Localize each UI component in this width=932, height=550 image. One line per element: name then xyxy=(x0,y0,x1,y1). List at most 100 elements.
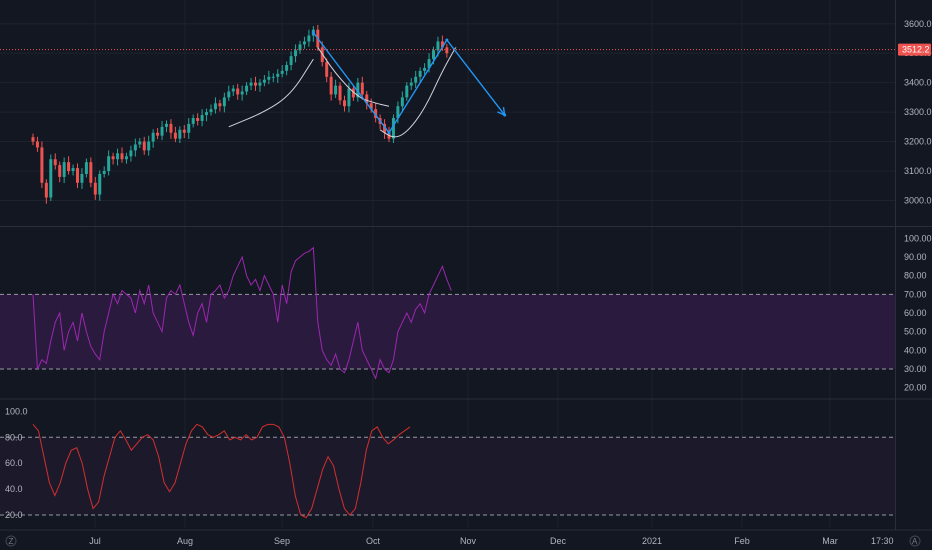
candle-body xyxy=(436,41,440,51)
candle-body xyxy=(325,62,329,77)
rsi-tick-label: 70.00 xyxy=(904,289,927,299)
time-tick-label: Sep xyxy=(274,536,290,546)
zoom-icon: Z xyxy=(9,537,14,546)
candle-body xyxy=(102,171,106,174)
candle xyxy=(289,51,293,71)
candle xyxy=(213,97,217,114)
candle-body xyxy=(262,79,266,83)
price-tick-label: 3400.0 xyxy=(904,78,932,88)
candle-body xyxy=(440,41,444,48)
candle-body xyxy=(156,132,160,136)
candle-body xyxy=(62,162,66,177)
candle xyxy=(351,85,355,101)
drawing-curves[interactable] xyxy=(228,47,457,138)
rsi-line xyxy=(32,246,452,380)
candle xyxy=(98,170,102,201)
candle xyxy=(133,138,137,157)
price-tick-label: 3600.0 xyxy=(904,19,932,29)
candle xyxy=(107,150,111,176)
candle-body xyxy=(285,65,289,71)
time-axis[interactable]: Jul Aug Sep Oct Nov Dec 2021 Feb Mar xyxy=(89,536,838,546)
candle-body xyxy=(89,162,93,183)
candle-body xyxy=(289,56,293,65)
stochastic-band xyxy=(0,437,895,516)
candle xyxy=(329,72,333,101)
candle-body xyxy=(227,91,231,98)
candle-body xyxy=(98,173,102,195)
candle-body xyxy=(307,35,311,42)
candle xyxy=(93,176,97,200)
candle xyxy=(120,147,124,163)
candle xyxy=(236,83,240,100)
clock-time: 17:30 xyxy=(871,536,894,546)
candle-body xyxy=(209,109,213,113)
candle-body xyxy=(129,150,133,157)
candle xyxy=(151,129,155,148)
candle-body xyxy=(391,118,395,139)
time-tick-label: Nov xyxy=(460,536,477,546)
candle-body xyxy=(107,156,111,171)
rsi-pane[interactable] xyxy=(0,246,895,380)
candle xyxy=(200,109,204,127)
rsi-tick-label: 90.00 xyxy=(904,252,927,262)
candle xyxy=(178,126,182,144)
candle xyxy=(445,43,449,58)
zoom-control[interactable]: Z xyxy=(5,535,17,547)
candle-body xyxy=(351,88,355,98)
candle-body xyxy=(236,88,240,95)
projection-line[interactable] xyxy=(312,32,506,134)
candle-body xyxy=(160,126,164,136)
time-tick-label: Feb xyxy=(734,536,750,546)
candle-body xyxy=(93,182,97,195)
candle xyxy=(173,126,177,143)
candle-body xyxy=(360,82,364,95)
candle xyxy=(58,161,62,183)
candle-body xyxy=(58,165,62,177)
auto-scale-button[interactable]: A xyxy=(909,535,921,547)
projection-pivot-point xyxy=(311,31,315,35)
candle-body xyxy=(254,82,257,86)
candle xyxy=(391,114,395,144)
curve-drawing[interactable] xyxy=(317,47,390,107)
candle-body xyxy=(329,76,333,95)
candle xyxy=(102,166,106,178)
candle xyxy=(129,145,133,162)
candle xyxy=(369,98,373,113)
candle xyxy=(116,148,120,166)
stochastic-pane[interactable] xyxy=(0,423,895,519)
candle xyxy=(294,44,298,63)
candle xyxy=(138,138,142,149)
price-pane[interactable] xyxy=(0,24,895,204)
rsi-tick-label: 30.00 xyxy=(904,364,927,374)
candle xyxy=(271,73,275,83)
auto-icon: A xyxy=(912,537,918,546)
candle xyxy=(147,135,151,156)
candle-body xyxy=(347,88,351,107)
indicator-bands xyxy=(0,294,895,516)
candle xyxy=(169,119,173,139)
candle-body xyxy=(53,159,57,166)
pattern-projection[interactable] xyxy=(311,31,507,135)
candle-body xyxy=(245,85,249,92)
candle-body xyxy=(40,147,44,183)
candle-body xyxy=(200,115,204,121)
candle xyxy=(414,70,418,88)
candle xyxy=(302,36,306,49)
candle-body xyxy=(165,123,168,127)
price-tick-label: 3100.0 xyxy=(904,166,932,176)
candle-body xyxy=(196,118,200,121)
price-tick-label: 3300.0 xyxy=(904,107,932,117)
projection-pivot-point xyxy=(445,38,449,42)
candle xyxy=(231,85,235,96)
candle-body xyxy=(218,103,222,107)
candle-body xyxy=(49,159,53,198)
candle-body xyxy=(191,118,195,124)
candle xyxy=(67,156,71,175)
curve-drawing[interactable] xyxy=(379,47,457,138)
candle xyxy=(142,136,146,155)
stoch-tick-label: 40.0 xyxy=(5,484,23,494)
candle-body xyxy=(138,141,142,145)
curve-drawing[interactable] xyxy=(228,58,314,128)
rsi-tick-label: 100.00 xyxy=(904,233,932,243)
